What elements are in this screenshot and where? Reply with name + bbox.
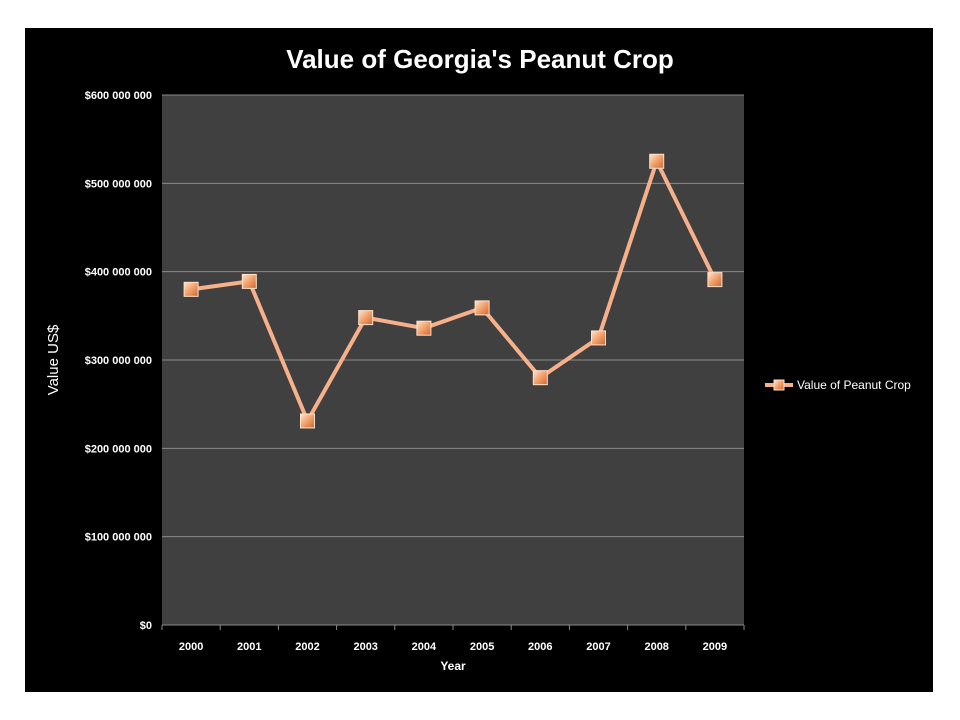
legend: Value of Peanut Crop	[765, 378, 911, 392]
y-tick-label: $500 000 000	[85, 178, 152, 190]
chart-title: Value of Georgia's Peanut Crop	[286, 44, 674, 74]
data-point-marker	[416, 320, 432, 336]
x-tick-label: 2000	[179, 641, 203, 653]
y-tick-label: $0	[140, 620, 152, 632]
x-tick-label: 2005	[470, 641, 494, 653]
x-tick-label: 2004	[412, 641, 437, 653]
data-point-marker	[532, 370, 548, 386]
y-axis-tick-labels: $0 $100 000 000 $200 000 000 $300 000 000 $4…	[85, 90, 152, 632]
x-tick-label: 2007	[586, 641, 610, 653]
y-tick-label: $100 000 000	[85, 532, 152, 544]
y-tick-label: $400 000 000	[85, 267, 152, 279]
x-axis-tick-marks	[161, 625, 745, 630]
data-point-marker	[358, 310, 374, 326]
data-point-marker	[241, 273, 257, 289]
data-point-marker	[474, 300, 490, 316]
series-line	[189, 159, 717, 423]
x-tick-label: 2003	[353, 641, 377, 653]
data-point-marker	[591, 330, 606, 346]
x-tick-label: 2008	[644, 641, 668, 653]
y-tick-label: $600 000 000	[85, 90, 152, 102]
legend-marker-swatch	[773, 379, 785, 391]
data-point-marker	[183, 281, 199, 297]
legend-entry: Value of Peanut Crop	[797, 378, 911, 392]
x-tick-label: 2009	[703, 641, 727, 653]
y-tick-label: $200 000 000	[85, 443, 152, 455]
x-tick-label: 2002	[295, 641, 319, 653]
series-value-of-peanut-crop	[183, 153, 723, 429]
x-axis-title: Year	[440, 659, 466, 673]
data-point-marker	[649, 153, 665, 169]
y-tick-label: $300 000 000	[85, 355, 152, 367]
data-point-marker	[707, 272, 723, 288]
y-axis-title: Value US$	[45, 324, 62, 395]
x-tick-label: 2001	[237, 641, 261, 653]
x-axis-tick-labels: 2000 2001 2002 2003 2004 2005 2006 2007 2008 2009	[179, 641, 727, 653]
data-point-marker	[300, 413, 315, 429]
x-tick-label: 2006	[528, 641, 552, 653]
